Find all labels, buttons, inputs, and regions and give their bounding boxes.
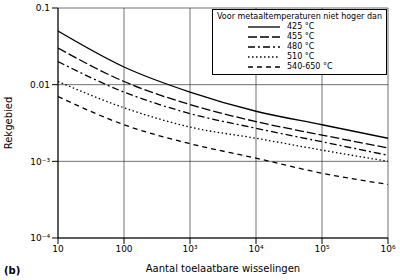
html-text:510 °C: 510 °C (287, 52, 315, 61)
svg-text:Aantal toelaatbare wisselingen: Aantal toelaatbare wisselingen (146, 263, 300, 274)
svg-text:10⁴: 10⁴ (248, 244, 263, 254)
svg-text:10³: 10³ (182, 244, 197, 254)
svg-text:10⁵: 10⁵ (314, 244, 329, 254)
svg-text:0.1: 0.1 (36, 3, 50, 13)
html-text:(b): (b) (4, 265, 21, 276)
svg-text:10: 10 (52, 244, 64, 254)
svg-text:0.01: 0.01 (30, 80, 50, 90)
html-text:480 °C: 480 °C (287, 42, 315, 51)
html-text:540-650 °C: 540-650 °C (287, 62, 333, 71)
html-text:425 °C: 425 °C (287, 22, 315, 31)
svg-text:100: 100 (115, 244, 132, 254)
svg-text:Rekgebied: Rekgebied (8, 97, 14, 150)
html-text:455 °C: 455 °C (287, 32, 315, 41)
svg-text:10⁻⁴: 10⁻⁴ (30, 233, 50, 243)
svg-text:10⁻³: 10⁻³ (30, 157, 50, 167)
html-text:Voor metaaltemperaturen niet h: Voor metaaltemperaturen niet hoger dan (217, 12, 382, 21)
svg-text:10⁶: 10⁶ (380, 244, 392, 254)
